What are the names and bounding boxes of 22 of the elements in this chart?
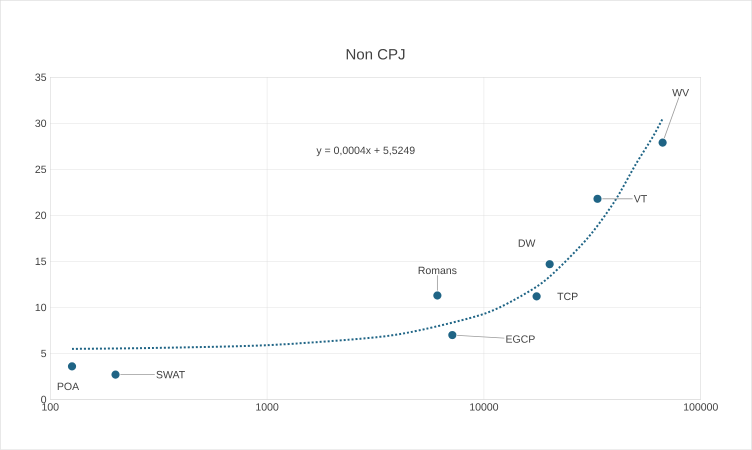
x-tick-label: 100000 <box>684 403 718 411</box>
annotation: DW <box>518 240 536 247</box>
annotation: POA <box>58 382 80 390</box>
y-tick-label: 30 <box>35 120 46 128</box>
chart-title: Non CPJ <box>346 49 404 60</box>
y-tick-label: 35 <box>35 74 46 82</box>
y-tick-label: 20 <box>35 212 46 220</box>
annotation: VT <box>634 195 647 203</box>
annotation: TCP <box>557 292 578 300</box>
annotation: y = 0,0004x + 5,5249 <box>316 146 415 156</box>
y-tick-label: 10 <box>36 304 46 312</box>
y-tick-label: 15 <box>36 258 46 266</box>
annotation: Romans <box>418 266 457 274</box>
y-tick-label: 25 <box>35 166 46 174</box>
x-tick-label: 100 <box>42 403 59 411</box>
annotation: WV <box>672 89 690 96</box>
x-tick-label: 1000 <box>256 403 278 411</box>
annotation: SWAT <box>156 371 185 379</box>
x-tick-label: 10000 <box>470 403 498 411</box>
y-tick-label: 0 <box>41 396 46 404</box>
y-tick-label: 5 <box>41 350 46 358</box>
annotation: EGCP <box>506 335 535 343</box>
